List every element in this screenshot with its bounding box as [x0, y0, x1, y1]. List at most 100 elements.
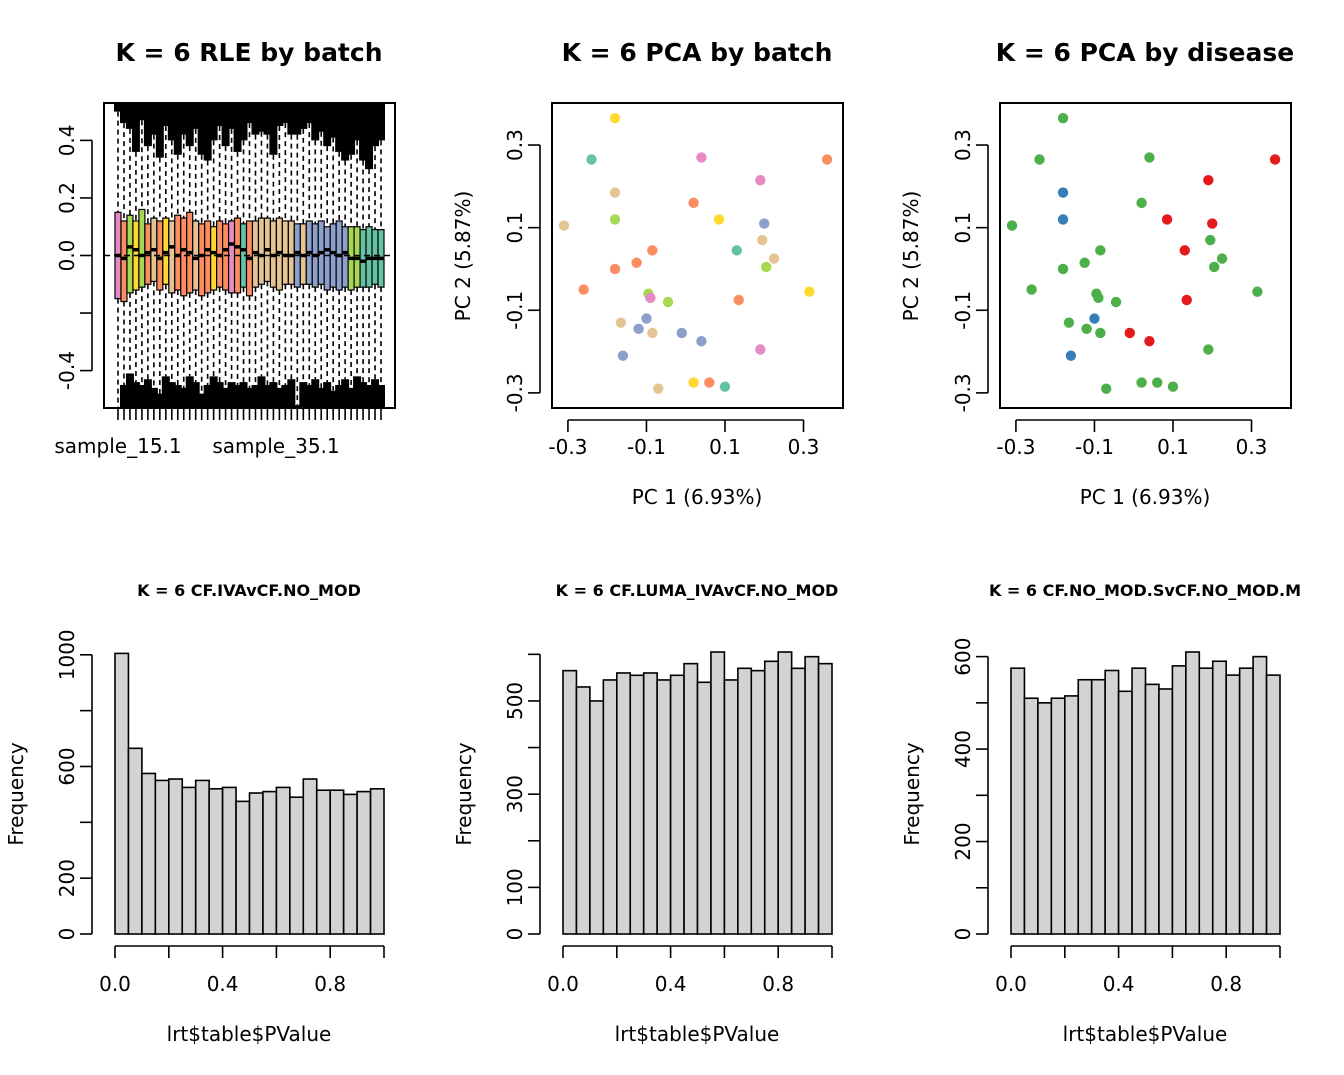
- pca-disease-point-31: [1065, 350, 1077, 361]
- rle-outliers-bottom-2: [125, 373, 134, 408]
- rle-y-tick-label-2: 0.0: [55, 240, 79, 272]
- hist-3-x-tick-label-2: 0.8: [1210, 972, 1242, 996]
- rle-outliers-top-5: [143, 103, 152, 147]
- pca-batch-point-22: [733, 294, 744, 306]
- pca-batch-y-label: PC 2 (5.87%): [451, 191, 475, 322]
- pca-batch-point-29: [696, 336, 707, 347]
- hist-3-y-tick-label-2: 400: [951, 730, 975, 768]
- rle-outliers-bottom-4: [137, 384, 146, 408]
- rle-outliers-top-3: [131, 103, 140, 152]
- hist-3-bar-16: [1225, 674, 1241, 935]
- rle-outliers-top-43: [371, 103, 380, 147]
- rle-plot: [104, 103, 395, 408]
- rle-outliers-top-9: [167, 103, 176, 141]
- rle-outliers-bottom-41: [359, 382, 368, 408]
- pca-disease-point-32: [1136, 377, 1147, 388]
- rle-outliers-bottom-42: [365, 384, 374, 408]
- hist-1-x-tick-label-1: 0.4: [207, 972, 239, 996]
- rle-outliers-bottom-15: [203, 384, 212, 408]
- hist-1-y-axis: 0 200 600 1000: [55, 629, 93, 941]
- pca-disease-point-11: [1205, 234, 1216, 246]
- rle-y-tick-label-3: -0.4: [55, 351, 79, 390]
- hist-2-y-tick-label-2: 300: [503, 775, 527, 813]
- hist-3-bar-3: [1050, 697, 1066, 935]
- pca-disease-point-7: [1057, 214, 1069, 225]
- rle-outliers-bottom-38: [341, 379, 350, 408]
- pca-batch-point-24: [641, 313, 652, 324]
- pca-disease-y-tick-label-1: 0.1: [951, 212, 975, 244]
- pca-batch-plot-frame: [551, 102, 844, 409]
- rle-box-4: [138, 208, 146, 288]
- rle-box-16: [210, 226, 218, 291]
- pca-disease-point-6: [1136, 197, 1147, 209]
- hist-2-y-tick-label-0: 0: [503, 928, 527, 941]
- pca-batch-point-14: [768, 253, 780, 264]
- rle-outliers-top-16: [209, 103, 218, 141]
- hist-2-bar-9: [683, 662, 699, 935]
- pca-disease-point-9: [1207, 218, 1218, 229]
- hist-2-bar-16: [777, 651, 793, 935]
- hist-2-x-label: lrt$table$PValue: [615, 1022, 780, 1046]
- pca-disease-title: K = 6 PCA by disease: [996, 38, 1294, 67]
- rle-outliers-top-27: [275, 103, 284, 127]
- rle-outliers-bottom-29: [287, 379, 296, 408]
- rle-box-38: [341, 226, 349, 288]
- rle-outliers-top-32: [305, 103, 314, 124]
- pca-batch-y-tick-label-2: -0.1: [503, 291, 527, 330]
- rle-outliers-bottom-44: [377, 384, 385, 408]
- pca-batch-point-1: [586, 154, 597, 165]
- pca-disease-point-34: [1167, 381, 1179, 392]
- rle-outliers-bottom-30: [293, 405, 302, 408]
- hist-3-bars: [1010, 651, 1281, 935]
- hist-3-bar-2: [1037, 702, 1053, 935]
- pca-batch-y-axis: 0.3 0.1 -0.1 -0.3: [503, 129, 541, 412]
- pca-batch-point-28: [676, 327, 687, 339]
- rle-box-18: [221, 223, 230, 291]
- hist-1-x-tick-label-0: 0.0: [99, 972, 131, 996]
- hist-3-bar-14: [1198, 667, 1214, 935]
- rle-outliers-bottom-31: [299, 382, 308, 408]
- hist-3-y-axis: 0 200 400 600: [951, 638, 989, 940]
- hist-1-y-tick-label-0: 0: [55, 928, 79, 941]
- rle-panel: K = 6 RLE by batch 0.4 0.2 0.0 -0.4 sample_…: [54, 38, 396, 458]
- pca-batch-point-0: [609, 112, 621, 124]
- hist-3-bar-6: [1090, 678, 1106, 935]
- rle-outliers-bottom-11: [179, 387, 188, 408]
- rle-outliers-bottom-6: [149, 387, 158, 408]
- rle-outliers-top-40: [353, 103, 362, 141]
- hist-1-bar-13: [289, 796, 305, 935]
- pca-disease-point-27: [1095, 327, 1106, 339]
- rle-outliers-bottom-9: [167, 382, 176, 408]
- hist-2-bar-5: [629, 674, 645, 935]
- hist-3-bar-10: [1144, 683, 1160, 935]
- hist-2-bar-12: [723, 679, 739, 935]
- pca-disease-x-tick-label-3: 0.3: [1236, 435, 1268, 459]
- hist-3-y-label: Frequency: [900, 742, 924, 845]
- hist-2-x-axis: 0.0 0.4 0.8: [547, 945, 833, 996]
- rle-outliers-bottom-8: [161, 376, 170, 408]
- rle-box-14: [198, 223, 206, 297]
- hist-3-bar-9: [1131, 667, 1147, 935]
- rle-x-axis: sample_15.1 sample_35.1: [54, 407, 382, 458]
- hist-3-bar-5: [1077, 678, 1093, 935]
- rle-outliers-top-14: [197, 103, 206, 155]
- rle-box-10: [174, 214, 182, 291]
- pca-batch-x-tick-label-0: -0.3: [548, 435, 587, 459]
- rle-outliers-top-8: [161, 103, 170, 127]
- pca-batch-point-17: [761, 261, 772, 273]
- hist-2-y-axis: 0 100 300 500: [503, 653, 541, 941]
- pca-disease-point-33: [1152, 377, 1163, 388]
- rle-outliers-top-12: [185, 103, 194, 147]
- pca-disease-panel: K = 6 PCA by disease -0.3 -0.1 0.1 0.3 0.30…: [899, 38, 1294, 509]
- rle-outliers-bottom-3: [131, 382, 140, 408]
- pca-batch-point-33: [704, 377, 715, 388]
- rle-outliers-top-4: [137, 103, 146, 121]
- hist-1-bar-11: [262, 790, 278, 935]
- rle-outliers-top-11: [179, 103, 188, 135]
- pca-disease-point-28: [1124, 327, 1135, 339]
- pca-batch-title: K = 6 PCA by batch: [562, 38, 833, 67]
- rle-outliers-bottom-27: [275, 387, 284, 408]
- hist-1-bar-16: [329, 789, 345, 935]
- rle-outliers-bottom-34: [317, 387, 326, 408]
- hist-2-bar-19: [817, 662, 833, 935]
